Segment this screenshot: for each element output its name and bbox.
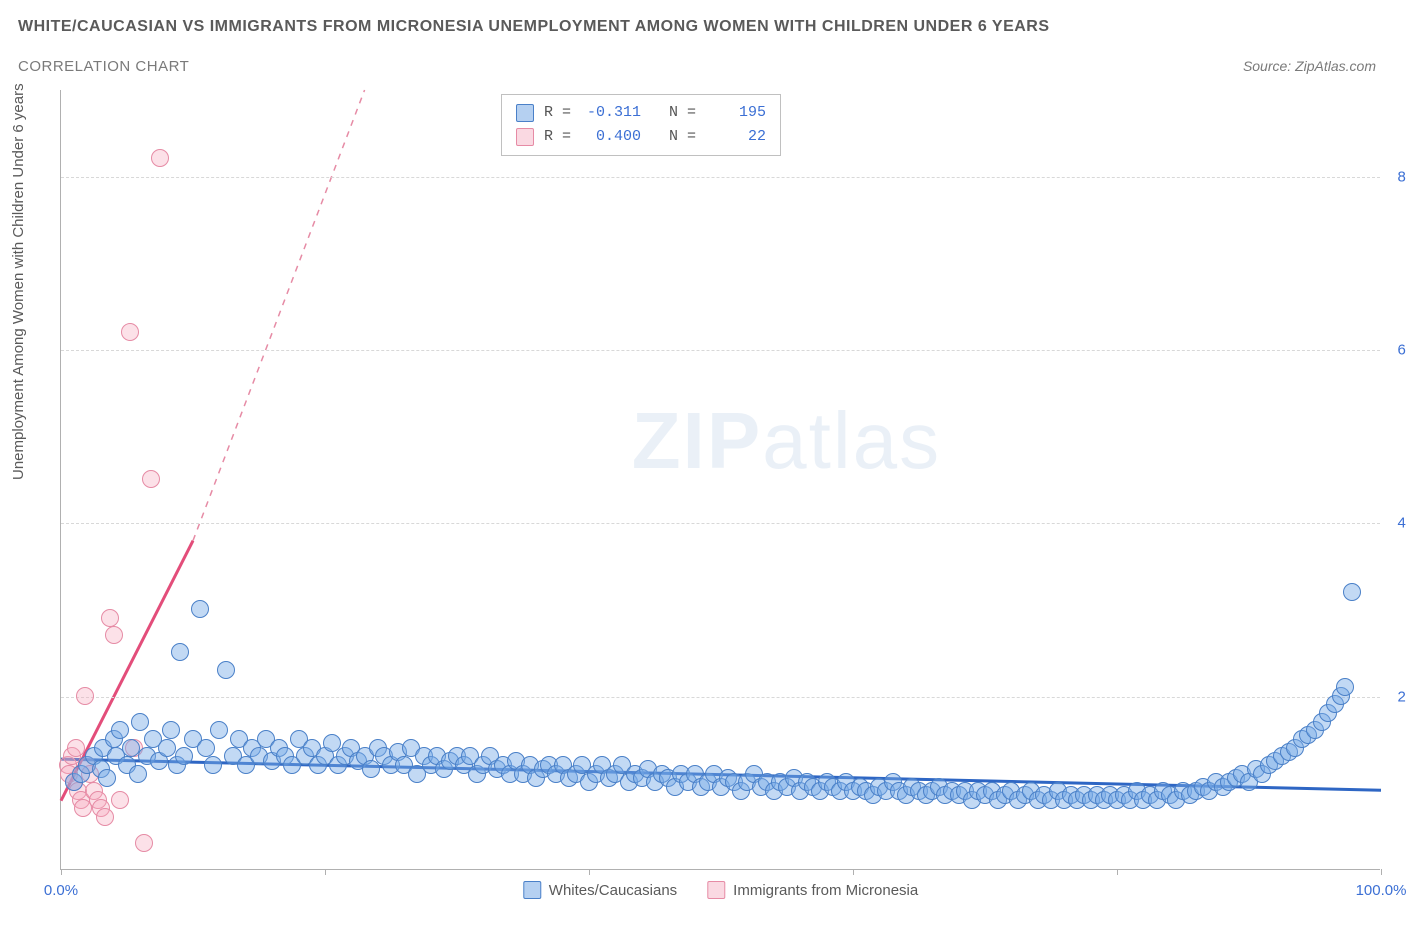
gridline-h bbox=[61, 697, 1380, 698]
legend-swatch bbox=[707, 881, 725, 899]
data-point bbox=[210, 721, 228, 739]
x-tick-mark bbox=[1381, 869, 1382, 875]
source-label: Source: ZipAtlas.com bbox=[1243, 58, 1376, 74]
y-tick-label: 80.0% bbox=[1397, 168, 1406, 185]
data-point bbox=[101, 609, 119, 627]
legend-swatch bbox=[523, 881, 541, 899]
y-tick-label: 40.0% bbox=[1397, 515, 1406, 532]
data-point bbox=[217, 661, 235, 679]
chart-subtitle: CORRELATION CHART bbox=[18, 58, 189, 75]
data-point bbox=[142, 470, 160, 488]
data-point bbox=[204, 756, 222, 774]
x-tick-mark bbox=[1117, 869, 1118, 875]
data-point bbox=[135, 834, 153, 852]
data-point bbox=[191, 600, 209, 618]
data-point bbox=[162, 721, 180, 739]
x-tick-mark bbox=[853, 869, 854, 875]
legend: Whites/Caucasians Immigrants from Microne… bbox=[523, 881, 918, 899]
gridline-h bbox=[61, 523, 1380, 524]
x-tick-mark bbox=[61, 869, 62, 875]
data-point bbox=[158, 739, 176, 757]
gridline-h bbox=[61, 350, 1380, 351]
data-point bbox=[151, 149, 169, 167]
data-point bbox=[76, 687, 94, 705]
data-point bbox=[1343, 583, 1361, 601]
scatter-plot: ZIPatlas R =-0.311 N =195R =0.400 N = 22… bbox=[60, 90, 1380, 870]
y-tick-label: 60.0% bbox=[1397, 342, 1406, 359]
legend-label: Immigrants from Micronesia bbox=[733, 882, 918, 899]
legend-label: Whites/Caucasians bbox=[549, 882, 677, 899]
x-tick-label: 100.0% bbox=[1356, 882, 1406, 899]
data-point bbox=[105, 626, 123, 644]
chart-title: WHITE/CAUCASIAN VS IMMIGRANTS FROM MICRO… bbox=[18, 18, 1050, 36]
data-point bbox=[197, 739, 215, 757]
data-point bbox=[111, 791, 129, 809]
data-point bbox=[67, 739, 85, 757]
x-tick-mark bbox=[589, 869, 590, 875]
legend-item: Whites/Caucasians bbox=[523, 881, 677, 899]
data-point bbox=[131, 713, 149, 731]
data-point bbox=[171, 643, 189, 661]
data-point bbox=[121, 323, 139, 341]
data-point bbox=[1336, 678, 1354, 696]
gridline-h bbox=[61, 177, 1380, 178]
data-point bbox=[175, 747, 193, 765]
data-point bbox=[96, 808, 114, 826]
y-axis-label: Unemployment Among Women with Children U… bbox=[10, 83, 27, 480]
data-point bbox=[111, 721, 129, 739]
x-tick-mark bbox=[325, 869, 326, 875]
data-point bbox=[129, 765, 147, 783]
x-tick-label: 0.0% bbox=[44, 882, 78, 899]
data-point bbox=[98, 769, 116, 787]
y-tick-label: 20.0% bbox=[1397, 688, 1406, 705]
legend-item: Immigrants from Micronesia bbox=[707, 881, 918, 899]
